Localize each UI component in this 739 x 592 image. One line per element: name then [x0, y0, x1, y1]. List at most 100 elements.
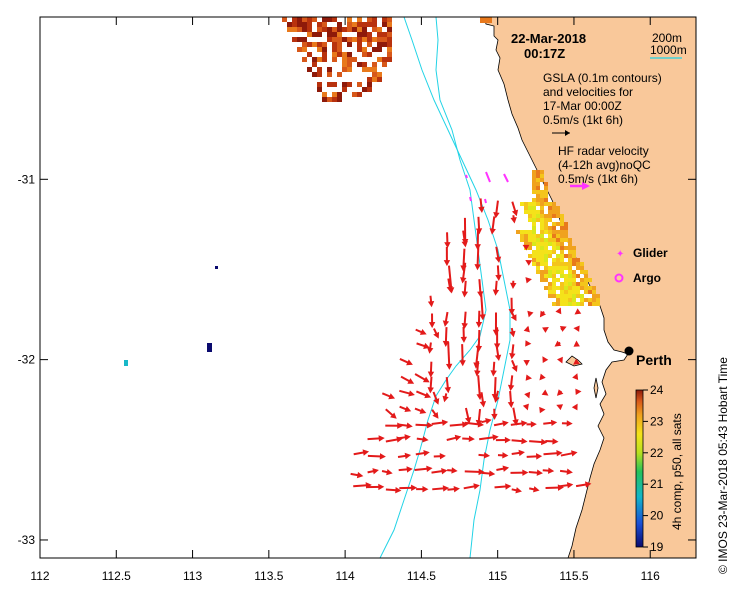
hf-arrow [353, 449, 370, 456]
glider-label: Glider [633, 246, 668, 260]
hf-arrow [510, 311, 517, 322]
sst-cell [572, 250, 576, 254]
sst-cell [347, 57, 352, 62]
sst-cell [317, 32, 322, 37]
x-tick-label: 115 [488, 569, 507, 583]
sst-cell [524, 238, 528, 242]
hf-arrow [416, 436, 429, 443]
sst-cell [536, 242, 540, 246]
hf-arrow [481, 417, 492, 425]
sst-cell [387, 27, 392, 32]
hf-arrow [523, 359, 530, 367]
sst-cell [532, 206, 536, 210]
sst-cell [564, 262, 568, 266]
sst-cell [387, 32, 392, 37]
sst-cell [337, 42, 342, 47]
sst-cell [564, 278, 568, 282]
hf-arrow [529, 438, 548, 446]
hf-arrow [459, 344, 466, 367]
hf-arrow [494, 344, 502, 362]
sst-cell [560, 302, 564, 306]
sst-cell [382, 37, 387, 42]
colorbar [635, 389, 644, 548]
hf-arrow [573, 358, 580, 365]
sst-cell [576, 290, 580, 294]
hf-arrow [367, 453, 386, 460]
sst-cell [560, 270, 564, 274]
sst-cell [332, 32, 337, 37]
hf-arrow [510, 420, 528, 427]
sst-cell [377, 77, 382, 82]
sst-cell [536, 202, 540, 206]
sst-cell [540, 178, 544, 182]
sst-cell [560, 286, 564, 290]
sst-cell [332, 37, 337, 42]
hf-arrow [464, 421, 485, 428]
hf-arrow [431, 419, 449, 426]
sst-cell [337, 72, 342, 77]
hf-arrow [475, 310, 483, 328]
sst-cell [592, 290, 596, 294]
hf-arrow [414, 407, 427, 414]
hf-arrow [433, 328, 440, 339]
hf-arrow [479, 434, 499, 441]
sst-cell [312, 32, 317, 37]
sst-cell [572, 294, 576, 298]
hf-arrow [541, 389, 549, 396]
hf-arrow [474, 246, 481, 271]
sst-cell [337, 32, 342, 37]
sst-cell [560, 246, 564, 250]
sst-cell [572, 282, 576, 286]
hf-arrow [400, 375, 415, 384]
sst-cell [540, 234, 544, 238]
sst-cell [564, 294, 568, 298]
sst-cell [548, 270, 552, 274]
hf-arrow [415, 390, 432, 399]
sst-cell [312, 72, 317, 77]
hf-arrow [398, 466, 413, 473]
sst-cell [560, 290, 564, 294]
hf-arrow [539, 373, 546, 381]
argo-label: Argo [633, 271, 661, 285]
sst-cell [332, 82, 337, 87]
sst-cell [540, 230, 544, 234]
sst-cell [544, 270, 548, 274]
sst-cell [568, 238, 572, 242]
sst-cell [568, 282, 572, 286]
sst-cell [556, 258, 560, 262]
sst-cell [536, 198, 540, 202]
sst-cell [552, 210, 556, 214]
sst-cell [372, 72, 377, 77]
gsla-line-1: GSLA (0.1m contours) [543, 71, 662, 85]
sst-cell [556, 266, 560, 270]
isobath-1000-label: 1000m [650, 43, 687, 57]
sst-cell [548, 290, 552, 294]
hf-arrow [446, 434, 462, 442]
hf-arrow [526, 421, 537, 428]
sst-cell [377, 27, 382, 32]
sst-cell [536, 214, 540, 218]
sst-cell [347, 62, 352, 67]
sst-cell [580, 282, 584, 286]
sst-cell [564, 286, 568, 290]
sst-cell [544, 262, 548, 266]
sst-cell [556, 234, 560, 238]
sst-cell [322, 27, 327, 32]
sst-cell [568, 286, 572, 290]
sst-cell [377, 37, 382, 42]
sst-cell [524, 210, 528, 214]
sst-cell [572, 278, 576, 282]
hf-arrow [433, 453, 446, 460]
sst-cell [564, 238, 568, 242]
hf-arrow [478, 198, 485, 213]
sst-cell [532, 182, 536, 186]
hf-arrow [461, 280, 469, 298]
sst-cell [352, 37, 357, 42]
sst-cell [307, 67, 312, 72]
hf-arrow [431, 468, 448, 475]
hf-arrow [526, 453, 543, 460]
hf-arrow [572, 373, 579, 380]
sst-cell [307, 42, 312, 47]
sst-cell [568, 302, 572, 306]
sst-cell [357, 47, 362, 52]
